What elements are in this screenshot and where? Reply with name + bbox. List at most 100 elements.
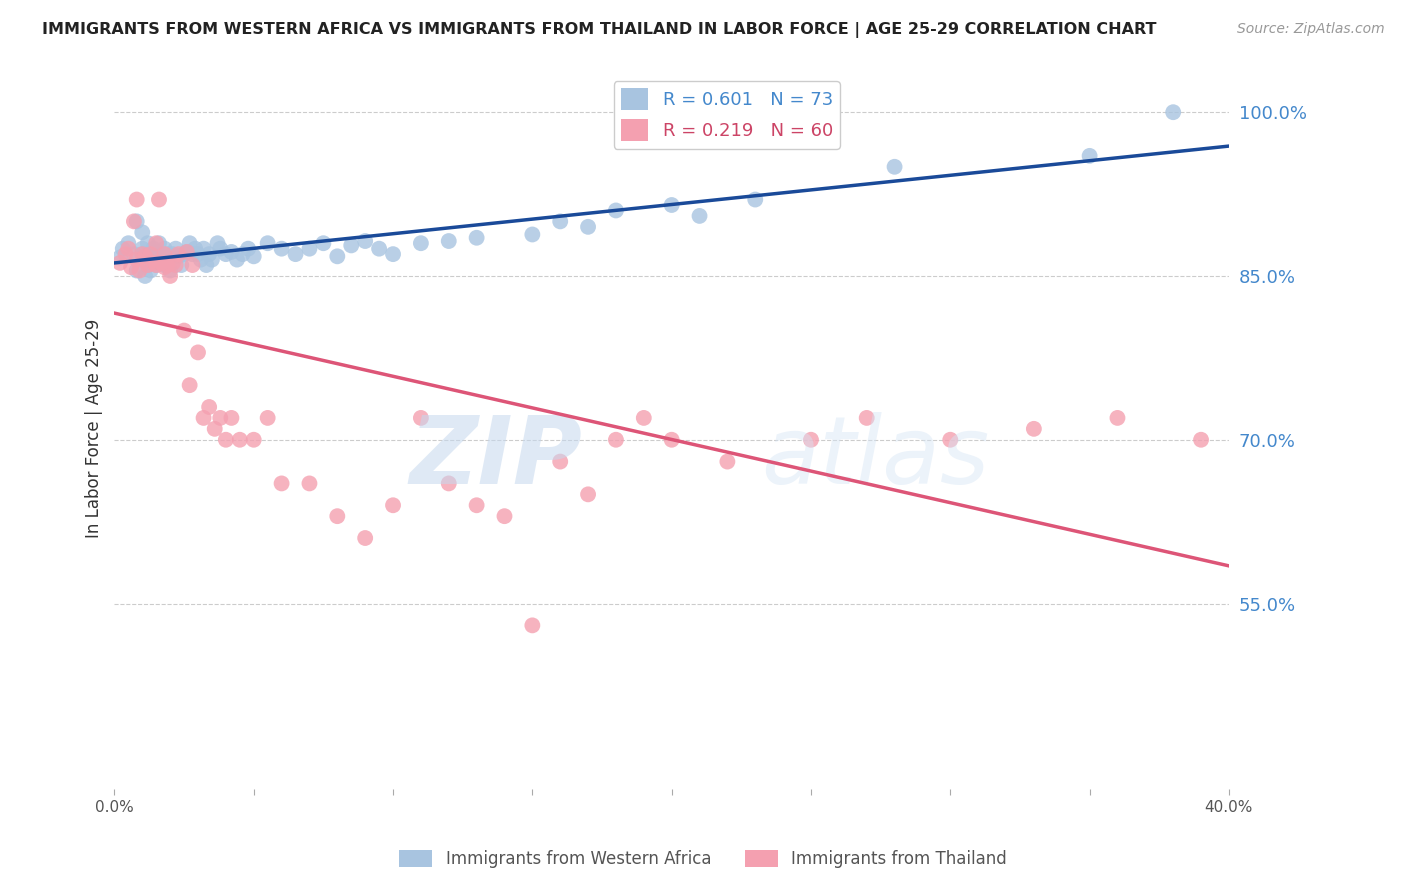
Point xyxy=(145,258,167,272)
Point xyxy=(633,411,655,425)
Point xyxy=(256,236,278,251)
Point xyxy=(117,236,139,251)
Point xyxy=(134,268,156,283)
Point xyxy=(800,433,823,447)
Point xyxy=(494,509,516,524)
Point xyxy=(409,236,432,251)
Point xyxy=(883,160,905,174)
Point xyxy=(354,531,377,545)
Point xyxy=(167,249,190,263)
Point xyxy=(1161,105,1184,120)
Point xyxy=(215,433,238,447)
Point xyxy=(170,258,193,272)
Point xyxy=(142,242,165,256)
Point xyxy=(131,247,153,261)
Point xyxy=(179,236,201,251)
Y-axis label: In Labor Force | Age 25-29: In Labor Force | Age 25-29 xyxy=(86,319,103,539)
Point xyxy=(465,498,488,512)
Point xyxy=(382,247,405,261)
Text: atlas: atlas xyxy=(761,412,988,503)
Point xyxy=(661,433,683,447)
Point xyxy=(111,242,134,256)
Point xyxy=(522,227,544,242)
Point xyxy=(173,324,195,338)
Point xyxy=(145,244,167,259)
Point xyxy=(201,252,224,267)
Text: Source: ZipAtlas.com: Source: ZipAtlas.com xyxy=(1237,22,1385,37)
Legend: Immigrants from Western Africa, Immigrants from Thailand: Immigrants from Western Africa, Immigran… xyxy=(392,843,1014,875)
Point xyxy=(229,433,252,447)
Point xyxy=(159,263,181,277)
Point xyxy=(162,256,184,270)
Point xyxy=(156,258,179,272)
Point xyxy=(184,242,207,256)
Point xyxy=(1078,149,1101,163)
Point xyxy=(131,247,153,261)
Point xyxy=(368,242,391,256)
Point xyxy=(131,242,153,256)
Point xyxy=(162,247,184,261)
Point xyxy=(605,433,627,447)
Text: ZIP: ZIP xyxy=(409,411,582,504)
Point xyxy=(136,258,159,272)
Point xyxy=(145,236,167,251)
Point xyxy=(120,260,142,275)
Point xyxy=(226,252,249,267)
Point xyxy=(605,203,627,218)
Point xyxy=(159,268,181,283)
Point xyxy=(207,236,229,251)
Point xyxy=(354,234,377,248)
Point xyxy=(145,258,167,272)
Point xyxy=(122,214,145,228)
Point xyxy=(221,244,243,259)
Point xyxy=(136,258,159,272)
Point xyxy=(153,258,176,272)
Point xyxy=(204,422,226,436)
Point xyxy=(284,247,307,261)
Point xyxy=(150,249,173,263)
Point xyxy=(125,263,148,277)
Point xyxy=(139,247,162,261)
Point xyxy=(167,247,190,261)
Point xyxy=(181,247,204,261)
Point xyxy=(139,247,162,261)
Point xyxy=(165,258,187,272)
Point xyxy=(108,251,131,265)
Point xyxy=(855,411,877,425)
Point xyxy=(215,247,238,261)
Point xyxy=(1022,422,1045,436)
Point xyxy=(117,242,139,256)
Point xyxy=(193,242,215,256)
Point xyxy=(159,249,181,263)
Point xyxy=(689,209,711,223)
Point xyxy=(409,411,432,425)
Point xyxy=(716,454,738,468)
Point xyxy=(661,198,683,212)
Point xyxy=(125,214,148,228)
Point xyxy=(125,252,148,267)
Point xyxy=(195,258,218,272)
Point xyxy=(340,238,363,252)
Point xyxy=(198,247,221,261)
Point xyxy=(270,476,292,491)
Point xyxy=(181,258,204,272)
Point xyxy=(312,236,335,251)
Point xyxy=(198,400,221,414)
Point xyxy=(190,252,212,267)
Point xyxy=(131,225,153,239)
Point xyxy=(522,618,544,632)
Point xyxy=(114,247,136,261)
Point xyxy=(548,214,571,228)
Point xyxy=(142,252,165,267)
Point xyxy=(108,256,131,270)
Point xyxy=(187,345,209,359)
Point xyxy=(437,234,460,248)
Point xyxy=(156,247,179,261)
Point xyxy=(179,378,201,392)
Point xyxy=(382,498,405,512)
Point xyxy=(576,487,599,501)
Point xyxy=(744,193,766,207)
Point xyxy=(939,433,962,447)
Point xyxy=(298,242,321,256)
Point xyxy=(209,411,232,425)
